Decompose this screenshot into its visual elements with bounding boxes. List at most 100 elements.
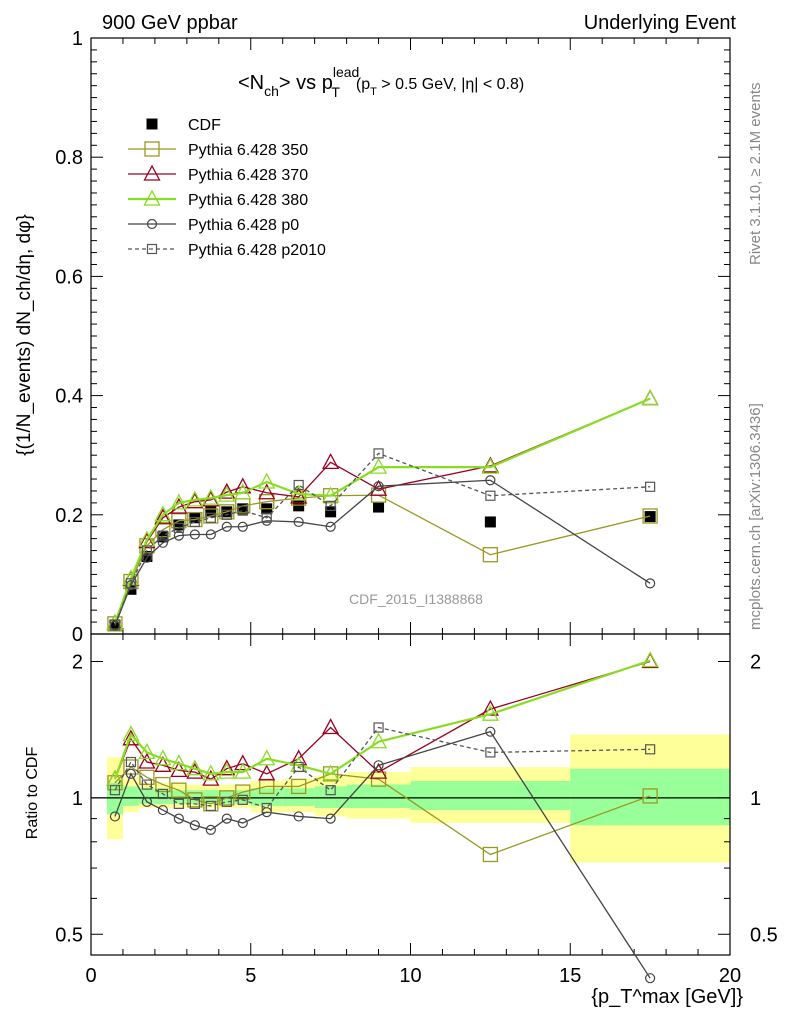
- ratio-point-pythia-6-428-p0: [157, 804, 168, 816]
- main-point-pythia-6-428-350: [203, 508, 219, 524]
- ratio-point-pythia-6-428-p0: [373, 760, 384, 771]
- legend-label: CDF: [188, 117, 221, 134]
- main-point-pythia-6-428-380: [202, 488, 220, 505]
- main-point-pythia-6-428-370: [154, 508, 172, 525]
- main-point-cdf: [237, 503, 249, 515]
- legend-entry-pythia-6-428-370: Pythia 6.428 370: [128, 164, 308, 184]
- ratio-point-pythia-6-428-p0: [109, 811, 121, 822]
- main-point-pythia-6-428-380: [154, 505, 172, 522]
- main-point-pythia-6-428-p2010: [293, 479, 304, 491]
- main-series-pythia-6-428-p2010: [109, 448, 656, 630]
- legend-label: Pythia 6.428 p2010: [188, 242, 326, 259]
- header-right: Underlying Event: [584, 12, 737, 34]
- y-tick-label: 0.4: [55, 386, 83, 408]
- ratio-point-pythia-6-428-p0: [125, 768, 137, 779]
- main-point-pythia-6-428-p0: [325, 521, 336, 532]
- main-point-pythia-6-428-p2010: [237, 505, 248, 516]
- main-point-pythia-6-428-370: [258, 483, 276, 500]
- legend-marker: [146, 243, 158, 255]
- axes-frames: 0 5 10 15 20 0 0.2 0.4 0.6 0.8 1 0.5 0.5 1 1 2 2: [55, 28, 778, 987]
- analysis-watermark: CDF_2015_I1388868: [349, 591, 483, 607]
- main-line-pythia-6-428-370: [114, 397, 651, 624]
- main-point-pythia-6-428-p0: [157, 537, 168, 548]
- ratio-point-pythia-6-428-350: [155, 776, 171, 793]
- main-point-pythia-6-428-380: [258, 472, 276, 489]
- ratio-y-tick-label-right: 0.5: [750, 924, 778, 946]
- band-green: [346, 784, 411, 808]
- main-line-pythia-6-428-380: [113, 397, 651, 624]
- ratio-y-tick-label: 0.5: [55, 924, 83, 946]
- ratio-series-pythia-6-428-380: [106, 651, 659, 786]
- main-point-pythia-6-428-350: [155, 522, 171, 538]
- ratio-point-pythia-6-428-p2010: [645, 744, 656, 755]
- ratio-point-pythia-6-428-380: [234, 762, 252, 779]
- main-point-pythia-6-428-p0: [485, 475, 496, 486]
- ratio-point-pythia-6-428-380: [122, 725, 140, 742]
- legend-label: Pythia 6.428 370: [188, 167, 308, 184]
- legend: CDF Pythia 6.428 350 Pythia 6.428 370 Pythi…: [128, 117, 326, 259]
- main-line-pythia-6-428-p2010: [114, 452, 651, 625]
- band-green: [314, 786, 347, 808]
- main-point-pythia-6-428-380: [234, 483, 252, 500]
- ratio-point-pythia-6-428-p2010: [293, 761, 304, 773]
- ratio-point-pythia-6-428-370: [186, 762, 204, 779]
- main-point-pythia-6-428-350: [123, 573, 139, 590]
- ratio-point-pythia-6-428-380: [258, 749, 276, 766]
- legend-marker: [143, 189, 161, 206]
- y-tick-label: 0.8: [55, 147, 83, 169]
- main-point-pythia-6-428-p2010: [189, 516, 200, 528]
- ratio-point-pythia-6-428-350: [291, 778, 307, 795]
- ratio-point-pythia-6-428-350: [642, 788, 658, 804]
- ratio-point-pythia-6-428-380: [481, 704, 499, 721]
- plot-title: <Nch> vs plead T (pT > 0.5 GeV, |η| < 0.8): [238, 64, 524, 100]
- main-point-pythia-6-428-380: [170, 493, 188, 510]
- main-panel-series: [106, 389, 659, 632]
- legend-entry-pythia-6-428-p2010: Pythia 6.428 p2010: [128, 242, 326, 259]
- main-point-pythia-6-428-p0: [189, 529, 200, 540]
- main-point-pythia-6-428-380: [290, 484, 308, 501]
- main-point-pythia-6-428-380: [481, 457, 499, 474]
- legend-label: Pythia 6.428 p0: [188, 217, 299, 234]
- ratio-point-pythia-6-428-370: [234, 754, 252, 771]
- main-point-cdf: [293, 500, 305, 512]
- header-left: 900 GeV ppbar: [102, 12, 238, 34]
- x-tick-label: 15: [559, 965, 581, 987]
- ratio-point-pythia-6-428-370: [138, 752, 156, 769]
- main-point-pythia-6-428-p0: [237, 521, 248, 532]
- ratio-point-pythia-6-428-370: [218, 759, 236, 776]
- x-tick-label: 5: [245, 965, 256, 987]
- ratio-point-pythia-6-428-p0: [205, 824, 216, 835]
- main-point-pythia-6-428-p2010: [157, 530, 168, 541]
- main-point-pythia-6-428-380: [369, 457, 388, 474]
- band-green: [250, 788, 283, 806]
- y-axis-label-main: {(1/N_events) dN_ch/dη, dφ}: [14, 214, 35, 456]
- legend-marker: [146, 218, 158, 230]
- main-point-pythia-6-428-p2010: [221, 509, 232, 520]
- ratio-point-pythia-6-428-p2010: [205, 800, 216, 812]
- main-point-pythia-6-428-370: [138, 532, 156, 549]
- main-point-pythia-6-428-p2010: [373, 448, 384, 459]
- ratio-y-tick-label-right: 1: [750, 788, 761, 810]
- ratio-line-pythia-6-428-p0: [114, 730, 651, 979]
- ratio-point-pythia-6-428-p2010: [141, 779, 153, 790]
- main-point-pythia-6-428-p0: [173, 530, 184, 541]
- x-tick-label: 0: [85, 965, 96, 987]
- ratio-point-pythia-6-428-380: [641, 651, 659, 668]
- ratio-point-pythia-6-428-p2010: [173, 798, 184, 809]
- band-green: [122, 786, 139, 806]
- ratio-point-pythia-6-428-370: [369, 762, 388, 779]
- main-point-pythia-6-428-350: [259, 494, 275, 510]
- ratio-point-pythia-6-428-p0: [485, 726, 496, 737]
- ratio-point-pythia-6-428-380: [186, 759, 204, 776]
- main-point-pythia-6-428-p0: [645, 578, 656, 589]
- ratio-point-pythia-6-428-370: [641, 652, 659, 669]
- ratio-point-pythia-6-428-p2010: [189, 798, 200, 809]
- y-tick-label: 0: [72, 624, 83, 646]
- ratio-y-tick-label: 2: [72, 651, 83, 673]
- main-point-pythia-6-428-p2010: [141, 545, 153, 556]
- ratio-point-pythia-6-428-350: [171, 782, 187, 798]
- ratio-line-pythia-6-428-p2010: [114, 726, 651, 809]
- ratio-point-pythia-6-428-370: [258, 764, 276, 781]
- main-point-cdf: [325, 506, 337, 518]
